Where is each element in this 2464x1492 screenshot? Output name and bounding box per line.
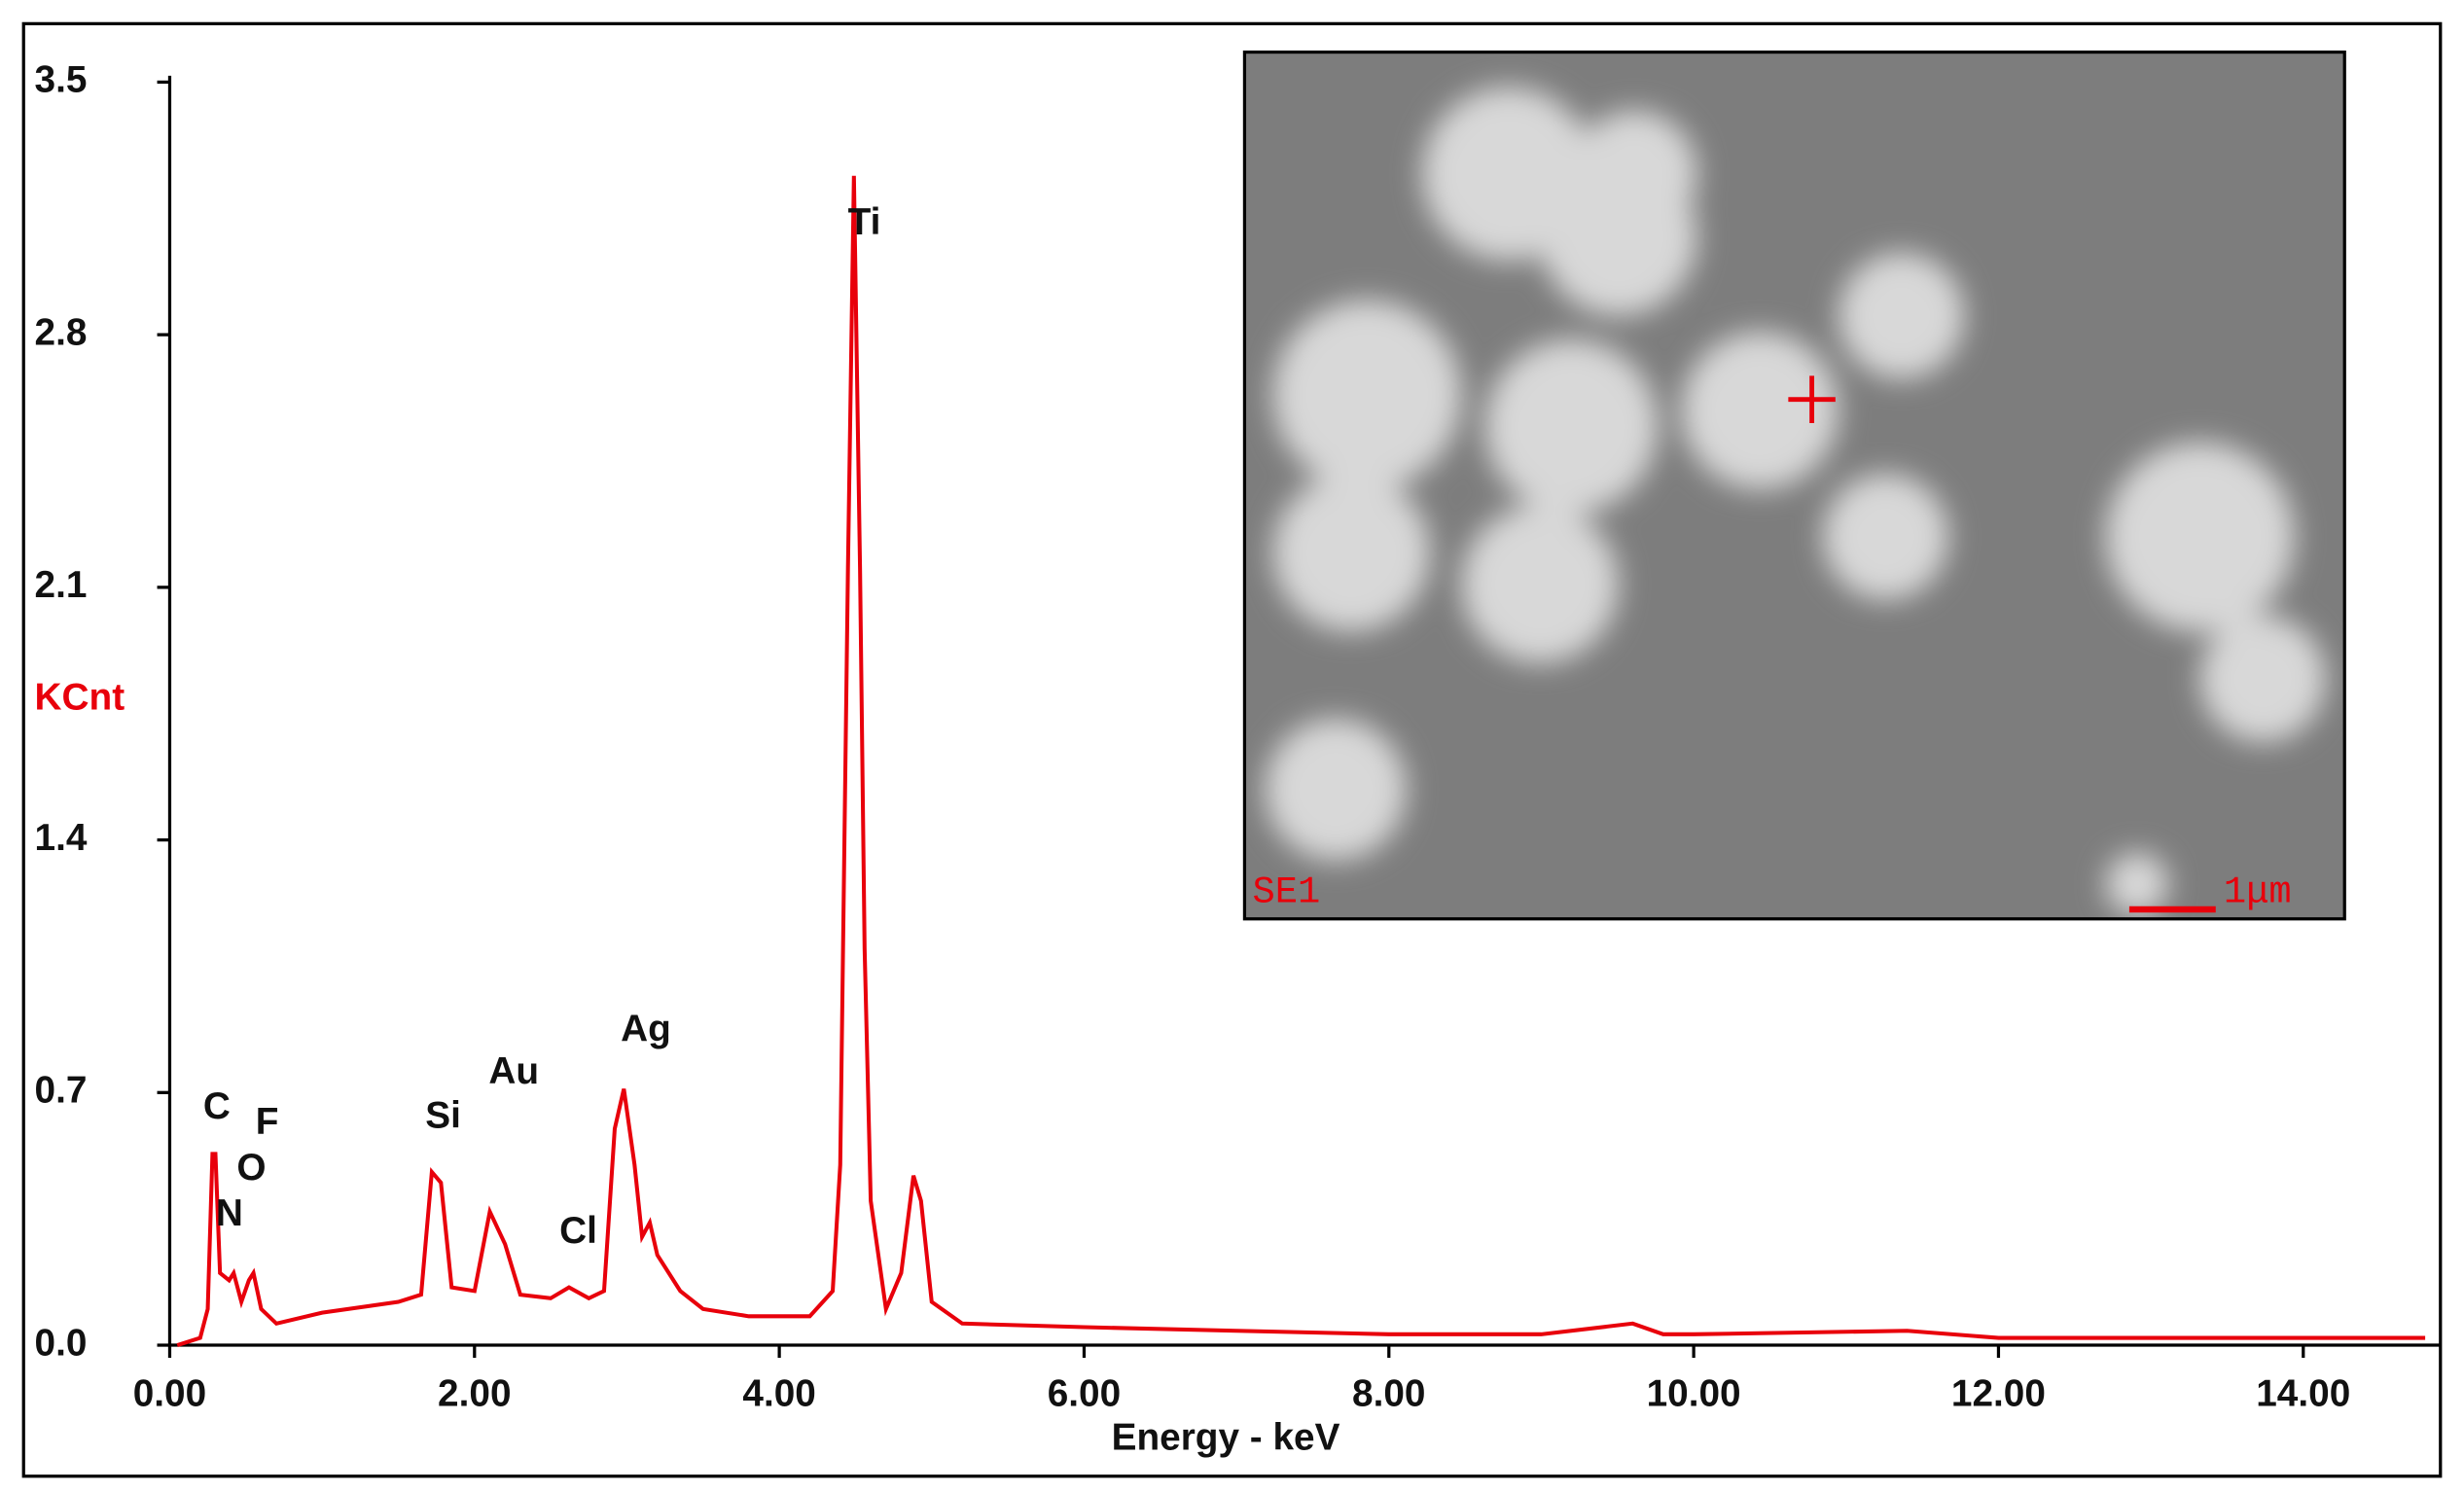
y-tick-label: 2.1 xyxy=(35,564,88,606)
x-tick-label: 0.00 xyxy=(133,1372,206,1414)
scale-bar-label: 1μm xyxy=(2224,870,2292,913)
peak-label: N xyxy=(216,1192,243,1234)
x-tick-label: 6.00 xyxy=(1048,1372,1121,1414)
sem-inset: SE1 1μm xyxy=(1242,50,2346,921)
x-tick-label: 10.00 xyxy=(1647,1372,1741,1414)
x-axis-label: Energy - keV xyxy=(1112,1417,1340,1459)
particles xyxy=(1265,87,2326,916)
spectrum-line xyxy=(176,175,2426,1347)
peak-label: Au xyxy=(488,1050,539,1092)
peak-label: F xyxy=(256,1101,279,1143)
peak-label: Si xyxy=(425,1094,461,1136)
cross-marker xyxy=(1788,375,1836,424)
x-tick-label: 2.00 xyxy=(438,1372,511,1414)
y-tick-label: 1.4 xyxy=(35,817,88,859)
x-tick-label: 14.00 xyxy=(2256,1372,2350,1414)
y-tick-label: 3.5 xyxy=(35,59,88,101)
frame xyxy=(21,21,2443,1478)
y-tick-label: 0.0 xyxy=(35,1322,88,1364)
y-axis-label: KCnt xyxy=(35,676,125,718)
inset-label: SE1 xyxy=(1253,870,1321,913)
peak-label: Cl xyxy=(559,1210,597,1252)
y-tick-label: 2.8 xyxy=(35,311,88,353)
x-tick-label: 4.00 xyxy=(742,1372,815,1414)
peak-label: Ti xyxy=(848,201,881,243)
x-tick-label: 8.00 xyxy=(1352,1372,1425,1414)
x-tick-label: 12.00 xyxy=(1951,1372,2046,1414)
peak-label: Ag xyxy=(621,1008,671,1049)
peak-label: O xyxy=(236,1147,266,1189)
peak-label: C xyxy=(203,1085,231,1127)
y-tick-label: 0.7 xyxy=(35,1070,88,1112)
